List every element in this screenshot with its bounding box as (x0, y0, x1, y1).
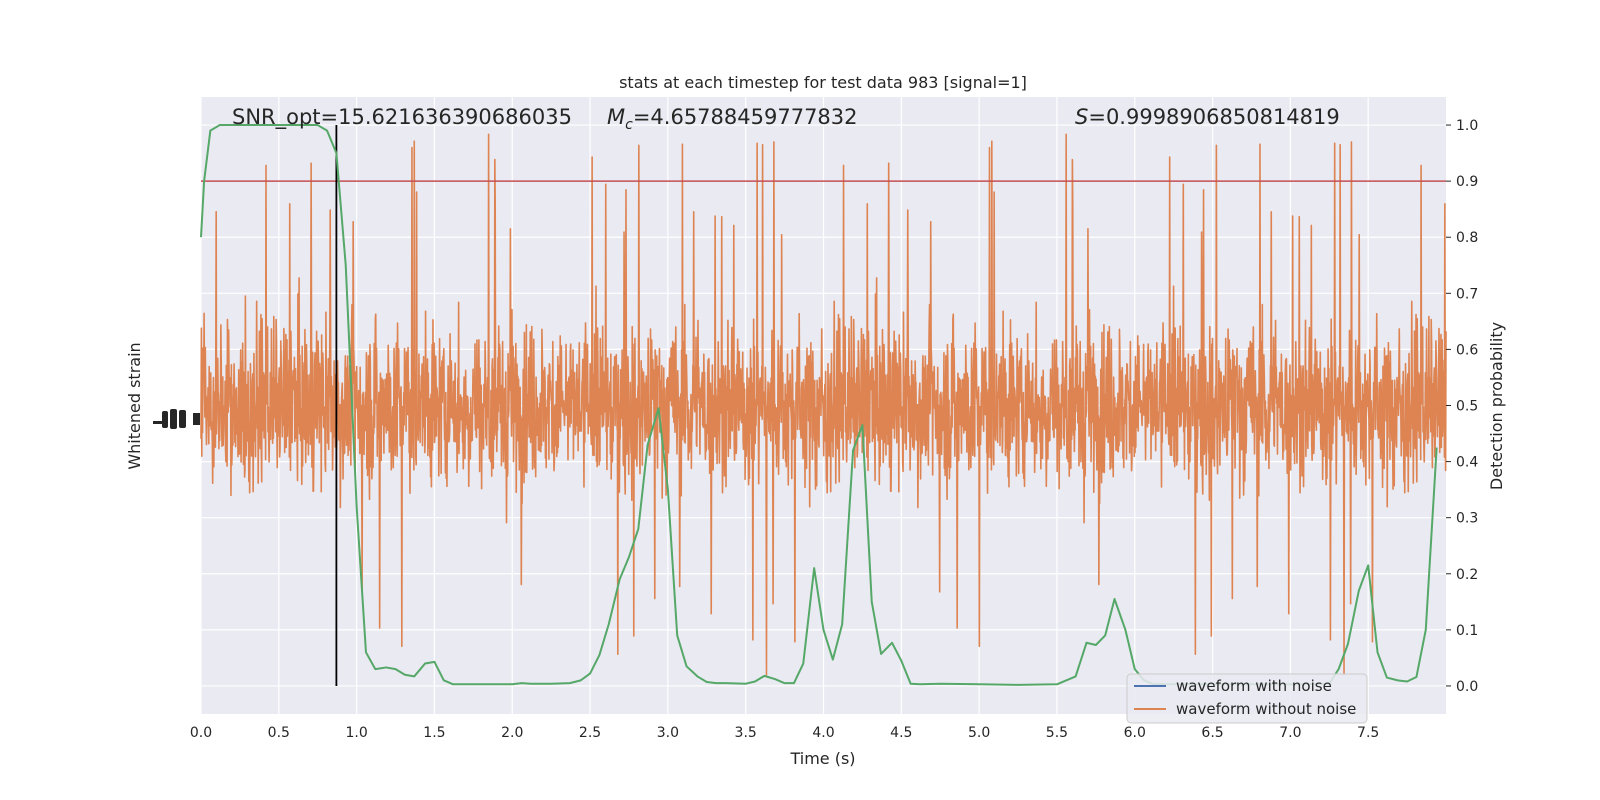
legend-entry-without-noise: waveform without noise (1176, 700, 1356, 718)
y-tick-label: 0.8 (1456, 230, 1478, 246)
y-tick-label: 0.6 (1456, 342, 1478, 358)
y-tick-label: 1.0 (1456, 118, 1478, 134)
legend: waveform with noise waveform without noi… (1126, 673, 1368, 724)
x-tick-labels: 0.0 0.5 1.0 1.5 2.0 2.5 3.0 3.5 4.0 4.5 5.0 5.5 6.0 6… (190, 725, 1379, 741)
x-tick-label: 7.0 (1279, 725, 1301, 741)
y-tick-label: 0.5 (1456, 399, 1478, 415)
x-tick-label: 0.5 (268, 725, 290, 741)
legend-box (1126, 673, 1368, 724)
x-tick-label: 7.5 (1357, 725, 1379, 741)
y-tick-label: 0.4 (1456, 455, 1478, 471)
x-tick-label: 6.5 (1201, 725, 1223, 741)
right-y-axis-label: Detection probability (1487, 322, 1506, 490)
x-tick-label: 0.0 (190, 725, 212, 741)
score-symbol: S (1075, 105, 1088, 129)
x-tick-label: 3.5 (735, 725, 757, 741)
x-tick-label: 5.0 (968, 725, 990, 741)
y-tick-label: 0.0 (1456, 679, 1478, 695)
score-value: =0.9998906850814819 (1088, 105, 1339, 129)
waveform-trace-path (200, 133, 1447, 676)
x-tick-label: 6.0 (1124, 725, 1146, 741)
chirp-mass-symbol: M (607, 105, 625, 129)
x-tick-label: 2.0 (501, 725, 523, 741)
x-tick-label: 4.5 (890, 725, 912, 741)
left-y-axis-label: Whitened strain (125, 342, 144, 469)
right-y-tick-labels: 0.0 0.1 0.2 0.3 0.4 0.5 0.6 0.7 0.8 0.9 1.0 (1446, 118, 1478, 695)
chirp-mass-subscript: c (625, 117, 633, 133)
chirp-mass-value: =4.65788459777832 (633, 105, 858, 129)
x-tick-label: 4.0 (812, 725, 834, 741)
waveform-without-noise-trace (200, 133, 1447, 676)
y-tick-label: 0.2 (1456, 567, 1478, 583)
x-tick-label: 2.5 (579, 725, 601, 741)
x-tick-label: 5.5 (1046, 725, 1068, 741)
legend-entry-with-noise: waveform with noise (1176, 677, 1332, 695)
x-tick-label: 1.0 (345, 725, 367, 741)
x-tick-label: 1.5 (423, 725, 445, 741)
score-annotation: S=0.9998906850814819 (1075, 105, 1340, 129)
x-tick-label: 3.0 (657, 725, 679, 741)
snr-annotation: SNR_opt=15.621636390686035 (232, 105, 572, 130)
y-tick-label: 0.1 (1456, 623, 1478, 639)
x-axis-label: Time (s) (789, 749, 855, 768)
y-tick-label: 0.9 (1456, 174, 1478, 190)
y-tick-label: 0.7 (1456, 286, 1478, 302)
y-tick-label: 0.3 (1456, 511, 1478, 527)
chart-title: stats at each timestep for test data 983… (619, 73, 1027, 92)
chirp-mass-annotation: Mc=4.65788459777832 (607, 105, 858, 133)
left-axis-squiggle (153, 409, 200, 429)
